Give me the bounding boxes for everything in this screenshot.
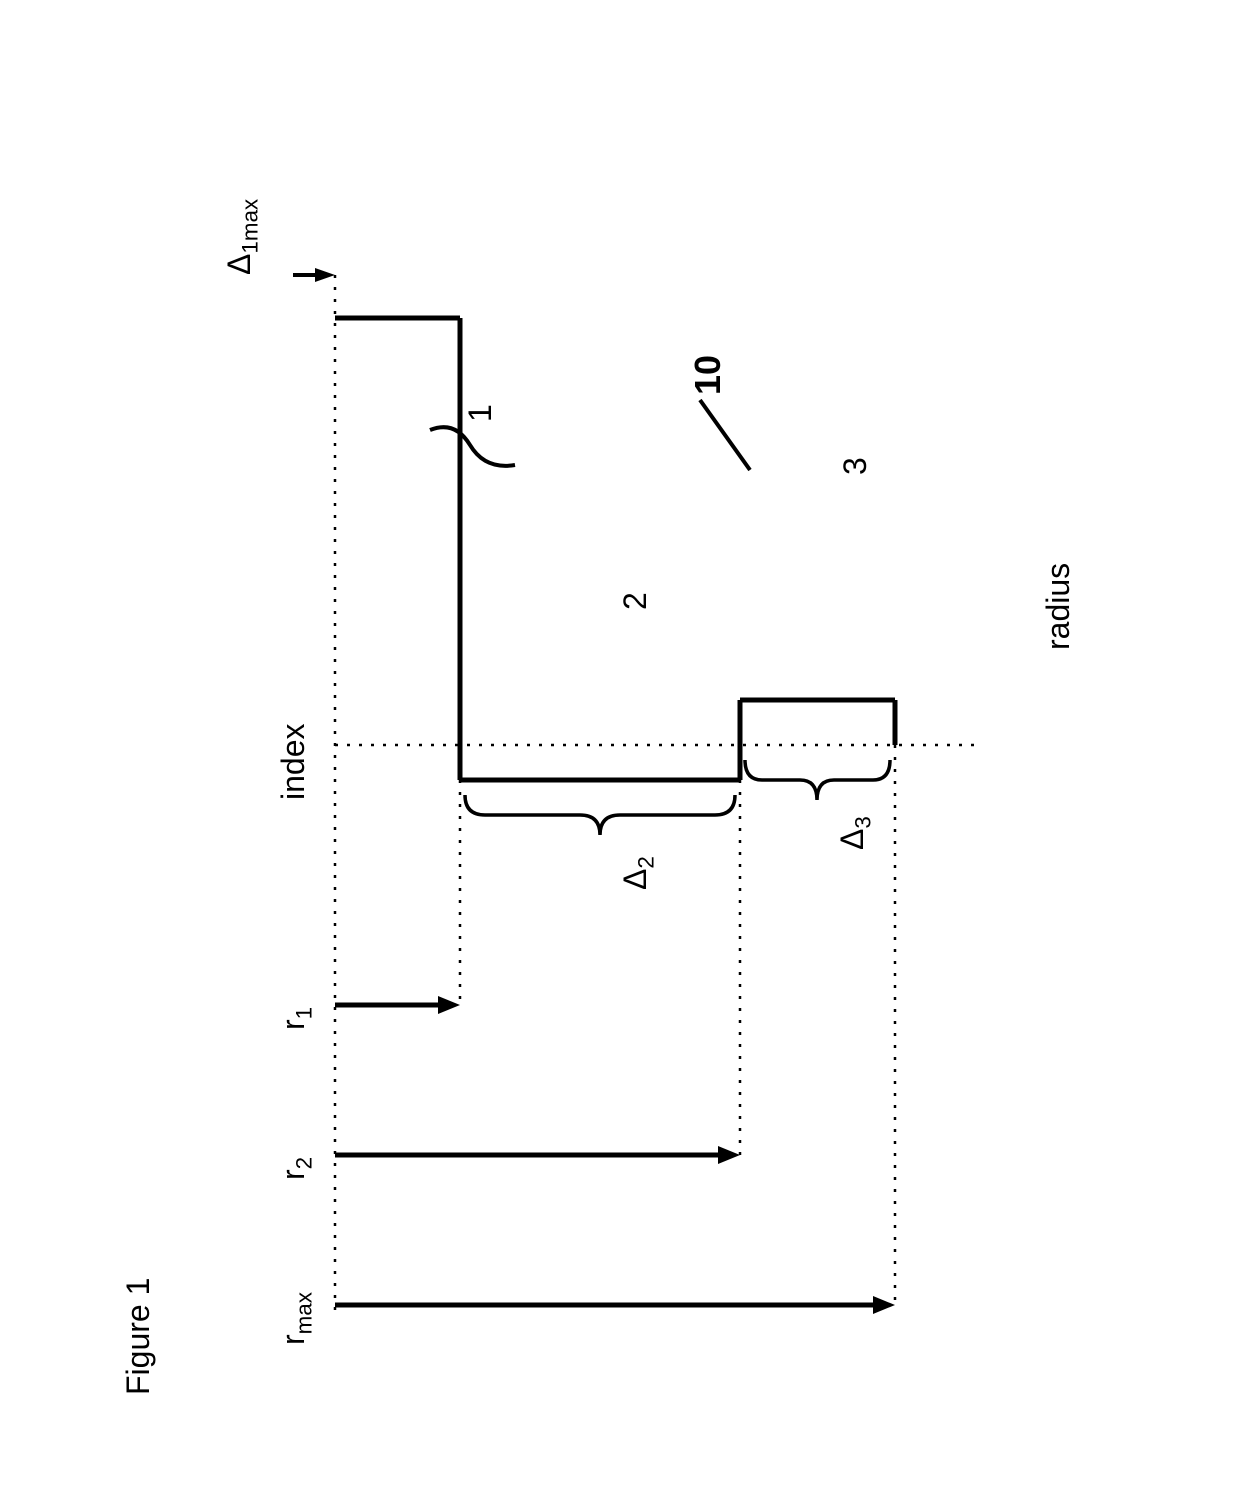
y-axis-label: index bbox=[275, 724, 312, 801]
delta1max-arrow-head bbox=[315, 268, 335, 282]
rmax-label: rmax bbox=[275, 1292, 317, 1345]
brace-delta2 bbox=[465, 795, 735, 835]
r1-arrow-head bbox=[438, 996, 460, 1014]
diagram-canvas bbox=[0, 0, 1240, 1495]
region-1-label: 1 bbox=[462, 404, 499, 422]
ref-number-10: 10 bbox=[687, 355, 729, 395]
r2-label: r2 bbox=[275, 1157, 317, 1180]
delta-1max-label: Δ1max bbox=[221, 199, 263, 275]
region-3-label: 3 bbox=[837, 457, 874, 475]
delta-3-label: Δ3 bbox=[834, 816, 876, 850]
ref-10-line bbox=[700, 400, 750, 470]
brace-delta3 bbox=[745, 760, 890, 800]
r2-arrow-head bbox=[718, 1146, 740, 1164]
region-2-label: 2 bbox=[617, 592, 654, 610]
rmax-arrow-head bbox=[873, 1296, 895, 1314]
delta-2-label: Δ2 bbox=[617, 856, 659, 890]
region-1-pointer bbox=[430, 427, 515, 466]
x-axis-label: radius bbox=[1040, 563, 1077, 650]
r1-label: r1 bbox=[275, 1007, 317, 1030]
figure-title: Figure 1 bbox=[120, 1278, 157, 1395]
